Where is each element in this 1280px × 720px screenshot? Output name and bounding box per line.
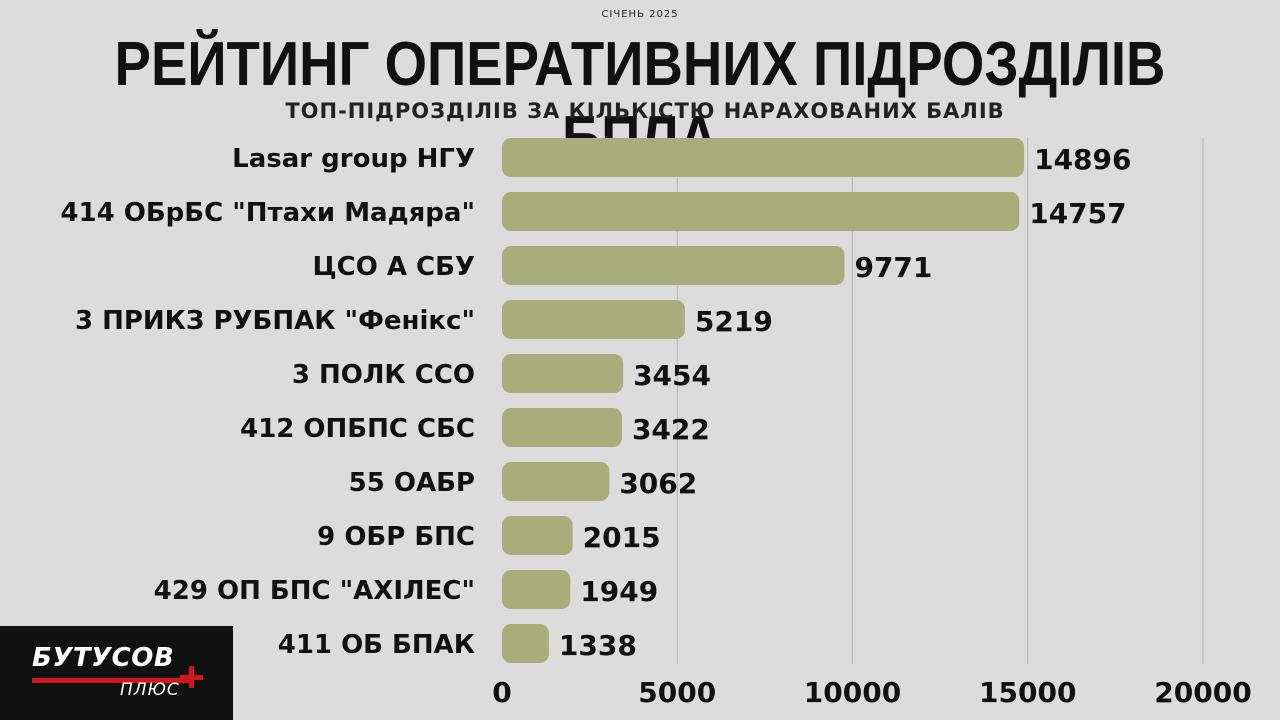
category-label: 412 ОПБПС СБС <box>240 414 475 444</box>
data-label: 3422 <box>632 413 710 446</box>
category-label: 55 ОАБР <box>349 468 475 498</box>
data-label: 5219 <box>695 305 773 338</box>
data-label: 9771 <box>854 251 932 284</box>
data-label: 2015 <box>583 521 661 554</box>
category-label: 3 ПРИКЗ РУБПАК "Фенікс" <box>75 306 475 336</box>
logo-wordmark: БУТУСОВ <box>32 643 175 673</box>
data-label: 1338 <box>559 629 637 662</box>
x-tick-label: 15000 <box>979 676 1076 709</box>
bar <box>502 192 1020 231</box>
bar <box>502 354 624 393</box>
bar <box>502 408 622 447</box>
bar <box>502 624 549 663</box>
bar <box>502 246 845 285</box>
x-tick-label: 20000 <box>1154 676 1251 709</box>
data-label: 3062 <box>619 467 697 500</box>
category-label: 411 ОБ БПАК <box>278 630 475 660</box>
logo-red-bar <box>32 678 192 683</box>
x-tick-label: 0 <box>492 676 511 709</box>
category-label: 3 ПОЛК ССО <box>292 360 475 390</box>
bar <box>502 462 610 501</box>
data-label: 14896 <box>1034 143 1131 176</box>
x-tick-label: 5000 <box>638 676 716 709</box>
chart-subtitle: ТОП-ПІДРОЗДІЛІВ ЗА КІЛЬКІСТЮ НАРАХОВАНИХ… <box>285 99 1005 123</box>
bar <box>502 138 1025 177</box>
brand-logo: БУТУСОВ ПЛЮС <box>0 626 233 720</box>
bar <box>502 570 571 609</box>
logo-plus-icon-h <box>180 675 203 680</box>
bar <box>502 516 573 555</box>
category-label: Lasar group НГУ <box>232 144 475 174</box>
date-overline: СІЧЕНЬ 2025 <box>601 9 679 20</box>
category-label: ЦСО А СБУ <box>313 252 475 282</box>
data-label: 3454 <box>633 359 711 392</box>
bar <box>502 300 685 339</box>
category-label: 414 ОБрБС "Птахи Мадяра" <box>60 198 475 228</box>
data-label: 14757 <box>1029 197 1126 230</box>
category-label: 429 ОП БПС "АХІЛЕС" <box>154 576 475 606</box>
logo-subtext: ПЛЮС <box>120 680 180 700</box>
x-tick-label: 10000 <box>804 676 901 709</box>
category-label: 9 ОБР БПС <box>317 522 475 552</box>
data-label: 1949 <box>580 575 658 608</box>
